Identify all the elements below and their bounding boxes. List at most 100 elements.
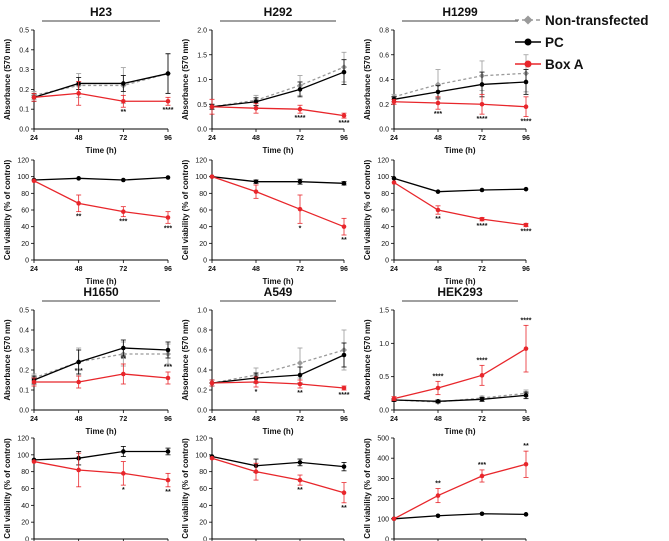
y-tick-label: 0.4 (19, 47, 29, 54)
data-point (479, 82, 485, 87)
significance-label: **** (521, 317, 532, 324)
legend-item-non-transfected: Non-transfected (513, 12, 669, 34)
data-point (341, 224, 347, 229)
data-point (435, 189, 441, 194)
data-point (76, 467, 81, 473)
series-line (33, 450, 168, 461)
y-tick-label: 100 (195, 174, 207, 181)
y-tick-label: 100 (17, 452, 29, 459)
y-tick-label: 1.0 (197, 308, 207, 315)
data-point (297, 106, 303, 112)
y-tick-label: 60 (21, 486, 29, 493)
chart-panel-H1299-absorbance: H1299 0.0 0.2 0.4 0.6 0.8 24 48 72 96 Time (h) Abso… (363, 5, 532, 155)
significance-label: **** (477, 357, 488, 364)
significance-label: ** (297, 487, 303, 494)
significance-label: **** (521, 119, 532, 126)
series-box-a (209, 174, 347, 236)
x-tick-label: 24 (30, 135, 38, 142)
x-axis-label: Time (h) (86, 427, 117, 436)
x-tick-label: 24 (390, 416, 398, 423)
series-box-a (209, 376, 347, 391)
significance-label: * (122, 487, 125, 494)
series-pc (391, 176, 529, 194)
chart-panel-H23-viability: 0 20 40 60 80 100 120 24 48 72 96 Time (h) Cell viab… (3, 158, 172, 287)
series-line (393, 463, 527, 520)
x-tick-label: 24 (208, 135, 216, 142)
data-point (435, 513, 441, 519)
significance-label: ** (435, 216, 441, 223)
series-pc (31, 53, 171, 102)
significance-label: *** (434, 111, 442, 118)
series-pc (391, 391, 529, 404)
y-tick-label: 40 (199, 224, 207, 231)
significance-label: *** (478, 462, 486, 469)
data-point (253, 105, 259, 111)
y-tick-label: 0.3 (19, 67, 29, 74)
x-tick-label: 24 (208, 416, 216, 423)
x-tick-label: 72 (119, 416, 127, 423)
significance-label: ** (523, 443, 529, 450)
series-line (211, 354, 345, 384)
series-line (211, 106, 345, 117)
y-axis-label: Cell viability (% of control) (363, 438, 372, 539)
y-tick-label: 0 (385, 537, 389, 541)
data-point (121, 449, 126, 454)
panel-title: H292 (264, 5, 293, 19)
y-axis-label: Cell viability (% of control) (3, 159, 12, 260)
data-point (165, 215, 171, 220)
y-tick-label: 60 (21, 208, 29, 215)
data-point (121, 177, 126, 183)
y-tick-label: 0.0 (19, 127, 29, 134)
y-tick-label: 120 (17, 158, 29, 165)
y-tick-label: 0.5 (19, 308, 29, 315)
y-tick-label: 60 (381, 208, 389, 215)
data-point (341, 464, 347, 469)
data-point (341, 385, 347, 391)
y-tick-label: 20 (199, 241, 207, 248)
data-point (209, 174, 215, 179)
series-box-a (31, 178, 171, 224)
y-tick-label: 0 (203, 537, 207, 541)
data-point (165, 477, 171, 483)
legend-item-box-a: Box A (513, 56, 669, 78)
series-line (393, 177, 527, 193)
x-tick-label: 96 (522, 266, 530, 273)
y-tick-label: 0.0 (19, 408, 29, 415)
y-axis-label: Cell viability (% of control) (363, 159, 372, 260)
y-tick-label: 0.5 (197, 102, 207, 109)
data-point (341, 181, 347, 186)
data-point (341, 490, 347, 496)
x-tick-label: 24 (208, 266, 216, 273)
significance-label: * (255, 389, 258, 396)
y-tick-label: 120 (377, 158, 389, 165)
x-tick-label: 96 (340, 135, 348, 142)
x-tick-label: 48 (75, 135, 83, 142)
y-axis-label: Absorbance (570 nm) (3, 319, 12, 401)
legend-label-box-a: Box A (545, 57, 584, 72)
data-point (341, 113, 347, 118)
series-line (33, 72, 169, 96)
x-tick-label: 72 (296, 266, 304, 273)
significance-label: ** (165, 489, 171, 496)
chart-panel-HEK293-viability: 010020030040050024487296Time (h)Cell via… (363, 436, 529, 541)
x-tick-label: 48 (75, 416, 83, 423)
y-tick-label: 0 (25, 258, 29, 265)
data-point (31, 95, 37, 100)
y-tick-label: 40 (381, 224, 389, 231)
series-pc (391, 69, 529, 103)
y-axis-label: Cell viability (% of control) (181, 438, 190, 539)
data-point (209, 104, 215, 110)
y-tick-label: 20 (199, 520, 207, 527)
y-tick-label: 0.0 (197, 408, 207, 415)
series-line (393, 81, 527, 100)
y-tick-label: 120 (17, 436, 29, 443)
y-axis-label: Absorbance (570 nm) (181, 319, 190, 401)
y-tick-label: 0.6 (197, 348, 207, 355)
data-point (523, 346, 529, 351)
series-line (393, 348, 527, 400)
data-point (31, 459, 37, 464)
series-line (393, 394, 527, 402)
data-point (165, 347, 171, 353)
y-tick-label: 300 (377, 476, 389, 483)
